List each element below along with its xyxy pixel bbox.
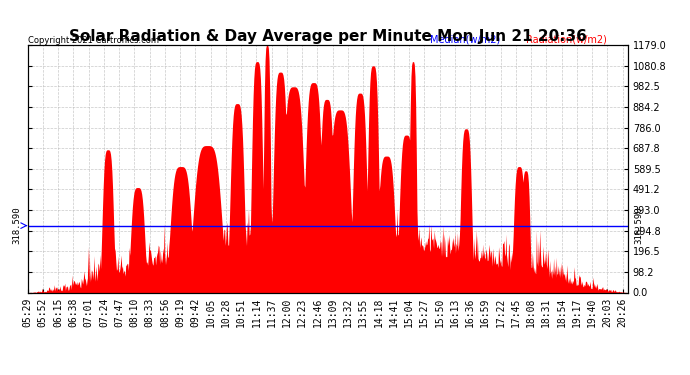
- Text: 318.590: 318.590: [12, 207, 21, 245]
- Text: Copyright 2021 Cartronics.com: Copyright 2021 Cartronics.com: [28, 36, 159, 45]
- Text: Radiation(w/m2): Radiation(w/m2): [526, 34, 607, 45]
- Text: 318.590: 318.590: [634, 207, 643, 245]
- Title: Solar Radiation & Day Average per Minute Mon Jun 21 20:36: Solar Radiation & Day Average per Minute…: [69, 29, 586, 44]
- Text: Median(w/m2): Median(w/m2): [430, 34, 500, 45]
